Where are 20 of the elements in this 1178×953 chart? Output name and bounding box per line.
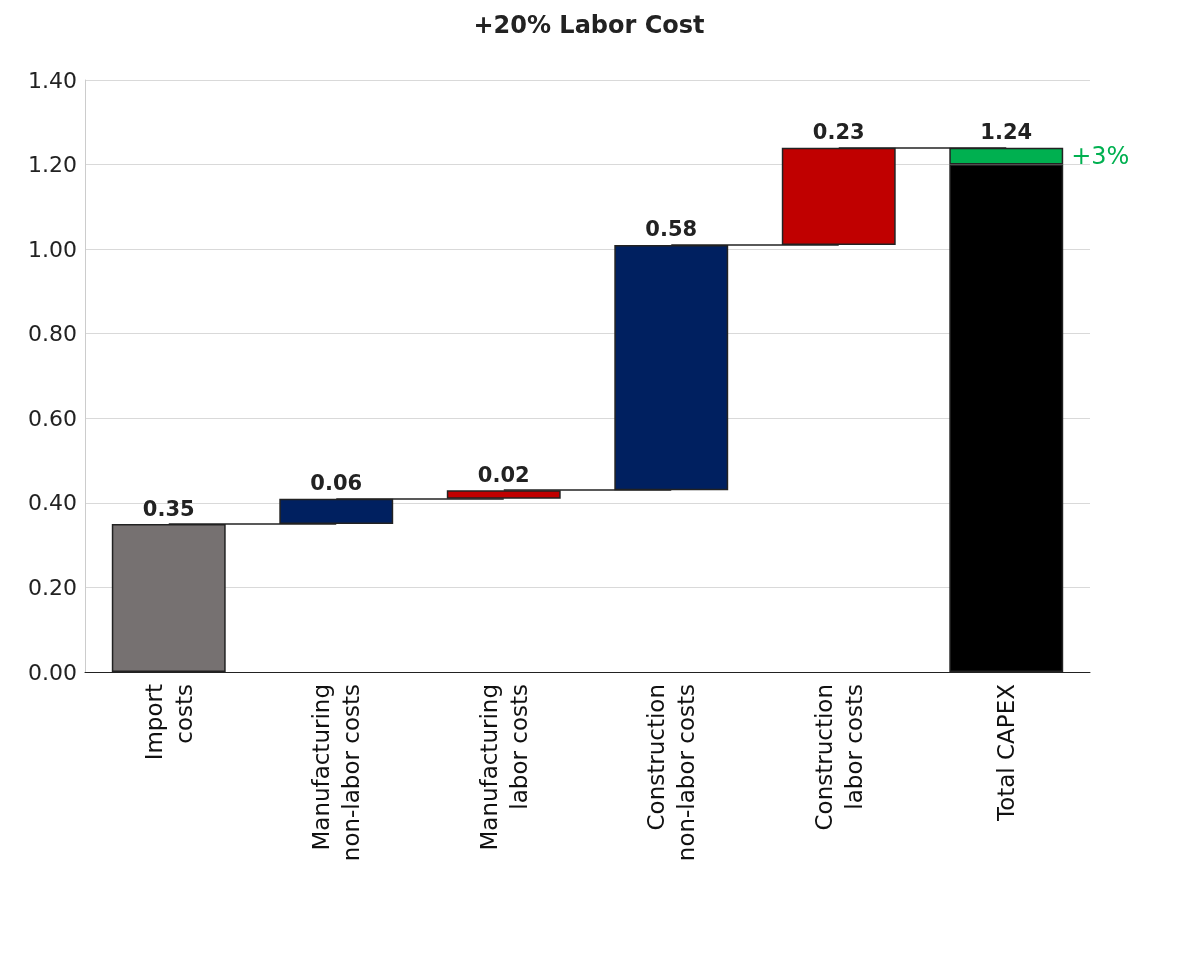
y-tick-label: 1.20 [28,152,77,178]
data-label: 0.02 [477,462,530,487]
y-tick-label: 0.60 [28,405,77,431]
data-label: 0.35 [142,496,195,521]
y-tick-label: 1.00 [28,236,77,262]
y-tick-label: 0.00 [28,659,77,685]
x-tick-label: Construction labor costs [810,684,867,831]
x-tick-label: Import costs [140,684,197,761]
data-label: 0.58 [645,217,698,242]
data-label: 0.06 [310,471,363,496]
chart-title: +20% Labor Cost [473,11,705,39]
x-tick-label: Manufacturing labor costs [475,684,532,851]
data-label: 0.23 [812,120,865,145]
y-tick-label: 1.40 [28,67,77,93]
x-tick-label: Total CAPEX [993,683,1020,822]
y-tick-label: 0.80 [28,321,77,347]
annotation: +3% [1071,142,1130,171]
data-label: 1.24 [980,120,1033,145]
y-tick-label: 0.40 [28,490,77,516]
y-tick-label: 0.20 [28,574,77,600]
